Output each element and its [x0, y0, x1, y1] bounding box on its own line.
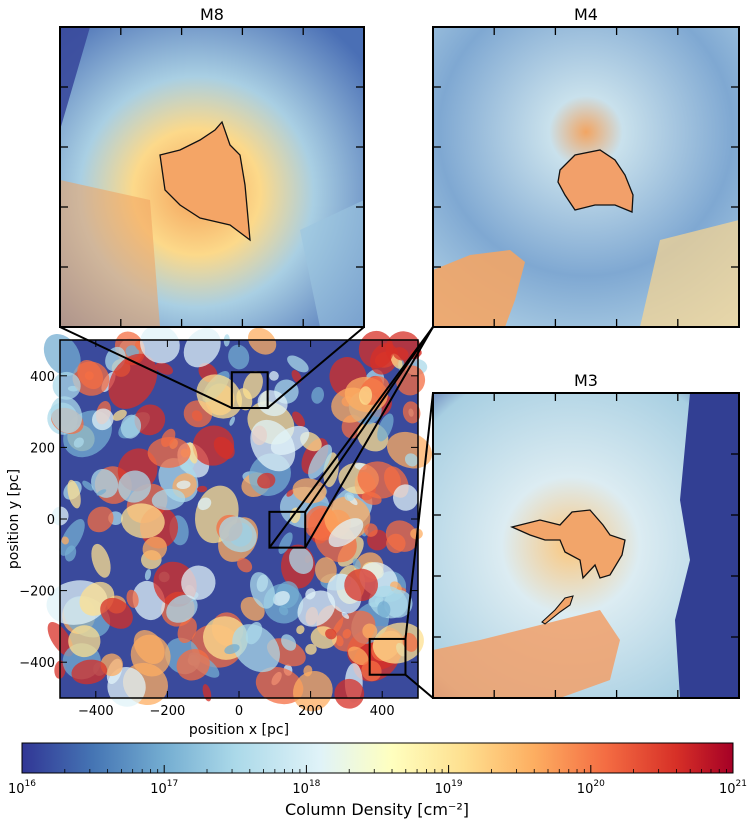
x-axis-label: position x [pc]	[189, 722, 289, 738]
zoom-box-m8	[230, 371, 269, 410]
y-tick-label: −200	[19, 585, 55, 600]
zoom-box-m3	[368, 637, 407, 676]
x-tick-label: 0	[235, 704, 243, 719]
zoom-m4-contour	[557, 149, 634, 213]
y-tick-label: 200	[30, 441, 55, 456]
y-tick-label: 400	[30, 370, 55, 385]
zoom-m8-frame	[59, 26, 365, 328]
zoom-panel-m4: M4	[432, 5, 740, 328]
colorbar-tick-label: 1017	[150, 779, 178, 797]
x-tick-label: 400	[370, 704, 395, 719]
zoom-m4-frame	[432, 26, 740, 328]
main-map-ticks: −400 −200 0 200 400 −400 −200 0 200 400	[19, 340, 418, 719]
zoom-box-m4	[268, 510, 307, 549]
zoom-m3-contour	[510, 509, 626, 580]
zoom-m3-frame	[432, 392, 740, 699]
zoom-panel-m3: M3	[432, 371, 740, 699]
y-tick-label: −400	[19, 656, 55, 671]
colorbar-tick-label: 1019	[435, 779, 463, 797]
x-tick-label: 200	[298, 704, 323, 719]
colorbar: 1016 1017 1018 1019 1020 1021 Column Density …	[8, 742, 747, 819]
zoom-panel-m8: M8	[59, 5, 365, 328]
zoom-m8-contour	[159, 120, 251, 242]
y-axis-label: position y [pc]	[6, 469, 22, 569]
colorbar-tick-label: 1020	[577, 779, 605, 797]
colorbar-gradient	[21, 742, 734, 774]
zoom-m4-title: M4	[574, 5, 598, 24]
x-tick-label: −200	[150, 704, 186, 719]
colorbar-tick-label: 1018	[292, 779, 320, 797]
colorbar-tick-label: 1021	[719, 779, 747, 797]
zoom-m8-title: M8	[200, 5, 224, 24]
main-density-map	[43, 324, 433, 712]
zoom-region-boxes	[230, 371, 407, 676]
colorbar-tick-label: 1016	[8, 779, 36, 797]
y-tick-label: 0	[47, 513, 55, 528]
x-tick-label: −400	[78, 704, 114, 719]
colorbar-label: Column Density [cm⁻²]	[285, 800, 469, 819]
zoom-m3-title: M3	[574, 371, 598, 390]
zoom-connector-lines	[59, 326, 434, 699]
